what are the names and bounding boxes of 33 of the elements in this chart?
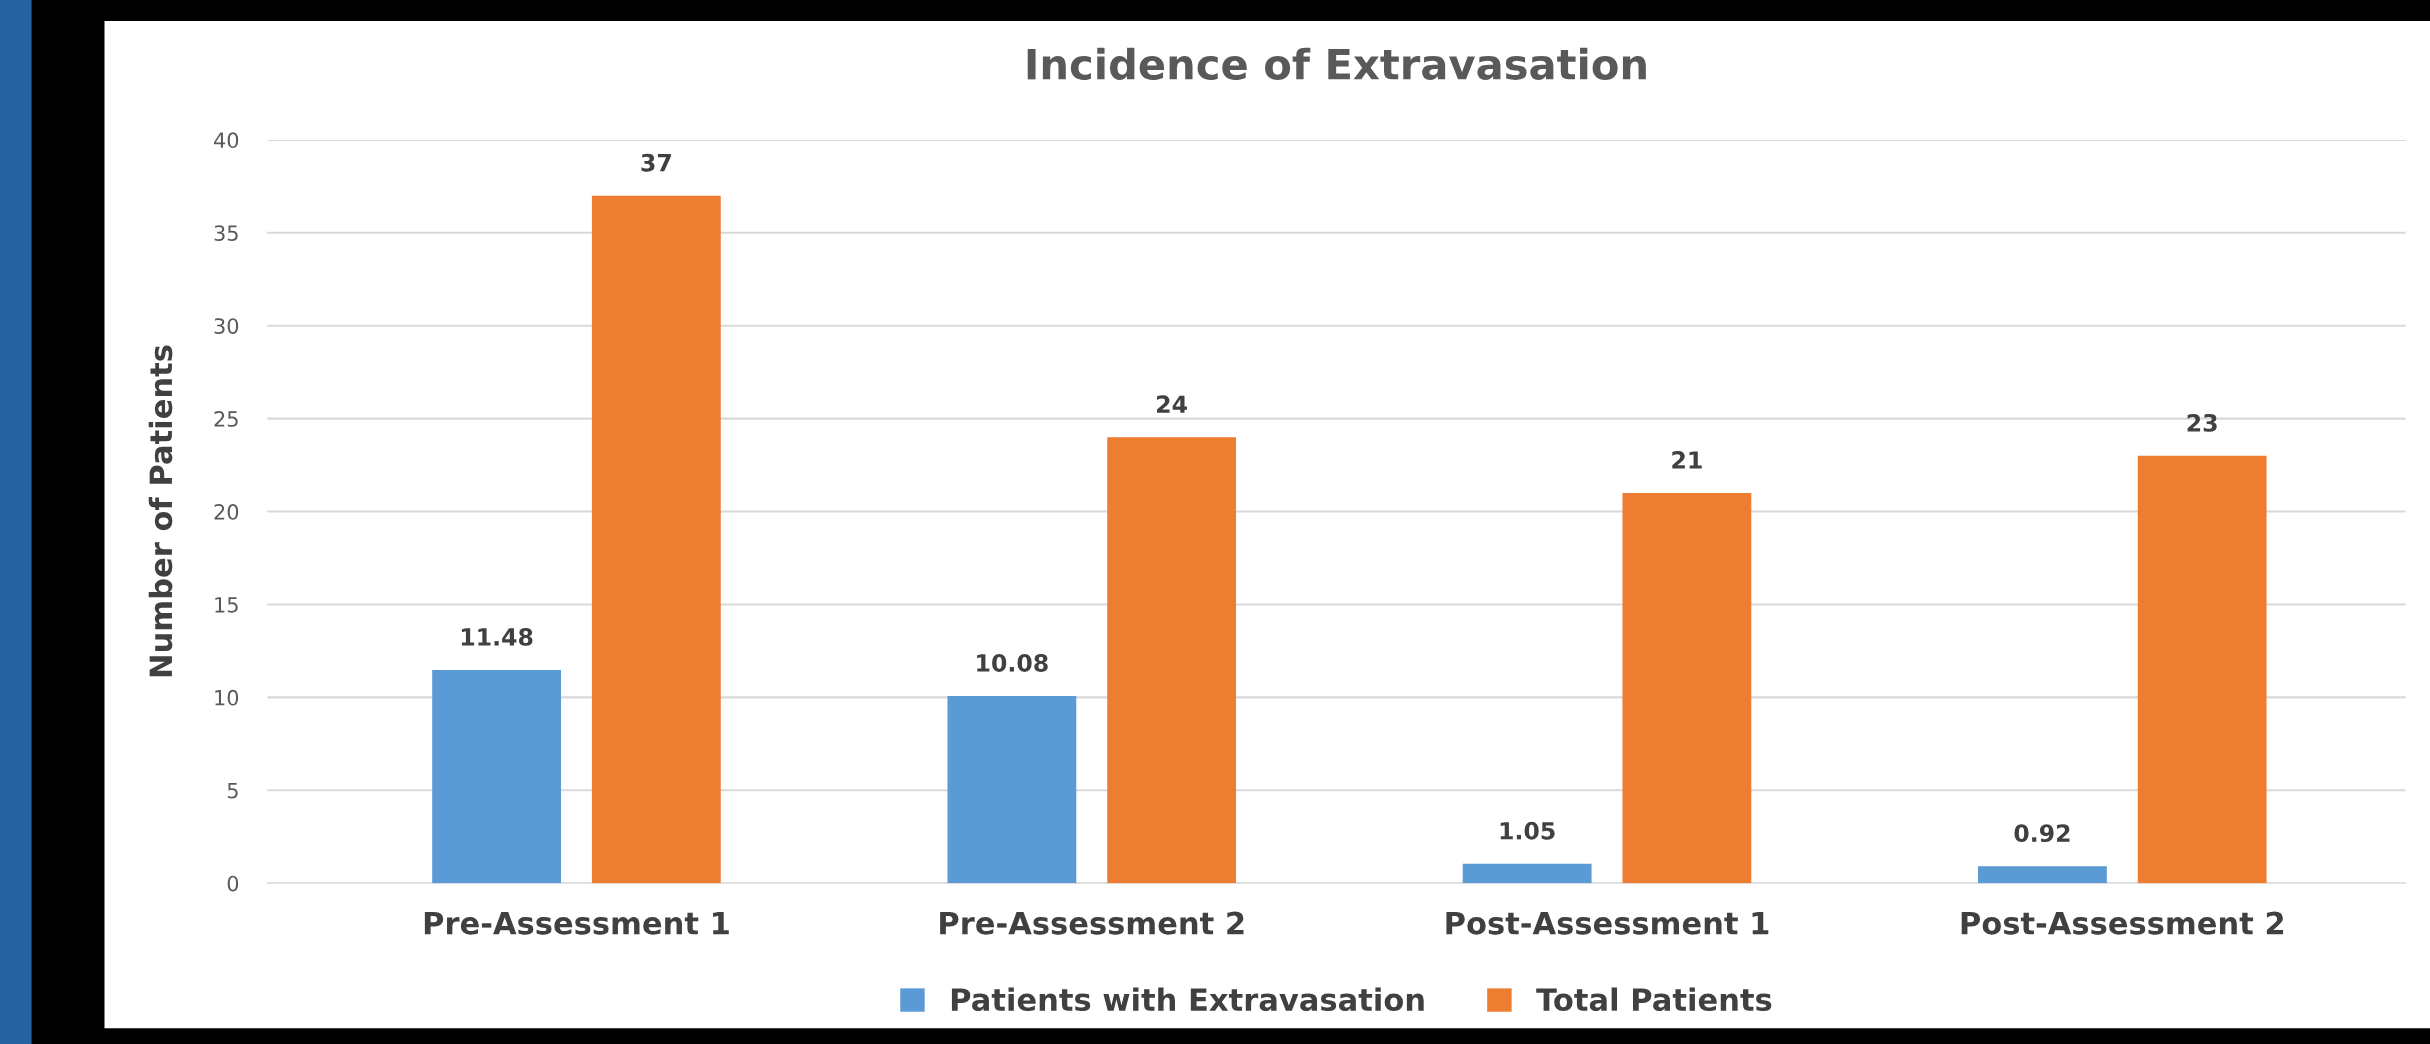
y-tick-label: 15 bbox=[215, 597, 238, 613]
bar bbox=[432, 669, 562, 884]
bar bbox=[1462, 863, 1592, 884]
data-label: 24 bbox=[1157, 395, 1187, 413]
bar bbox=[591, 195, 721, 884]
data-label: 1.05 bbox=[1500, 821, 1555, 840]
y-tick-label: 10 bbox=[215, 689, 239, 706]
x-tick-label: Post-Assessment 2 bbox=[1961, 911, 2284, 935]
chart-title: Incidence of Extravasation bbox=[1027, 47, 1646, 80]
legend-label: Patients with Extravasation bbox=[951, 987, 1424, 1012]
bar bbox=[2137, 455, 2267, 884]
data-label: 21 bbox=[1672, 451, 1702, 469]
bar bbox=[1978, 866, 2107, 884]
y-tick-label: 20 bbox=[214, 504, 239, 520]
bar bbox=[1622, 492, 1752, 884]
y-tick-label: 25 bbox=[214, 411, 238, 427]
y-tick-label: 0 bbox=[227, 875, 239, 892]
y-axis-title: Number of Patients bbox=[148, 345, 173, 677]
y-tick-label: 30 bbox=[214, 318, 239, 334]
data-label: 11.48 bbox=[461, 628, 533, 646]
data-label: 10.08 bbox=[977, 654, 1048, 672]
y-tick-label: 5 bbox=[227, 783, 238, 799]
data-label: 0.92 bbox=[2014, 824, 2070, 843]
data-label: 23 bbox=[2187, 413, 2217, 432]
x-tick-label: Post-Assessment 1 bbox=[1446, 911, 1769, 935]
x-tick-label: Pre-Assessment 1 bbox=[424, 911, 729, 935]
legend-label: Total Patients bbox=[1536, 987, 1772, 1012]
bar bbox=[947, 695, 1077, 884]
y-tick-label: 35 bbox=[214, 225, 238, 242]
bar bbox=[1107, 437, 1237, 884]
data-label: 37 bbox=[641, 153, 671, 172]
x-tick-label: Pre-Assessment 2 bbox=[940, 911, 1244, 935]
y-tick-label: 40 bbox=[214, 132, 239, 149]
